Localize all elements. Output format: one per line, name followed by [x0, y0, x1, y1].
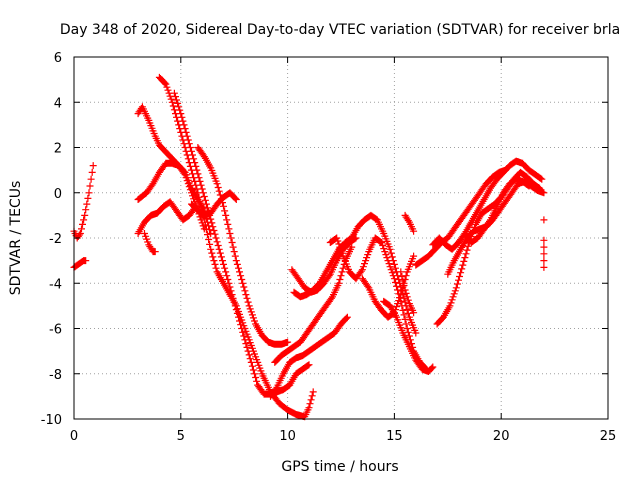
plus-markers — [188, 189, 240, 219]
y-tick-label: -10 — [41, 413, 62, 428]
data-series — [326, 234, 430, 373]
data-series — [194, 144, 292, 348]
plus-markers — [326, 234, 430, 373]
data-series — [170, 89, 313, 398]
plus-markers — [358, 252, 418, 321]
data-series — [429, 157, 546, 253]
x-tick-label: 0 — [70, 429, 78, 444]
plus-markers — [429, 157, 546, 253]
plus-markers — [194, 144, 292, 348]
axis-ticks: 0 5 10 15 20 25 -10 -8 -6 -4 -2 0 2 4 6 — [41, 51, 617, 444]
data-series — [397, 268, 418, 317]
data-series — [358, 252, 418, 321]
data-points — [70, 73, 548, 421]
data-series — [412, 166, 509, 269]
y-axis-label: SDTVAR / TECUs — [8, 181, 24, 296]
plus-markers — [461, 175, 533, 246]
data-series — [188, 189, 240, 219]
data-series — [444, 177, 548, 278]
x-axis-label: GPS time / hours — [281, 459, 398, 475]
data-series — [141, 230, 159, 256]
y-tick-label: 2 — [54, 142, 62, 157]
plus-markers — [380, 297, 437, 375]
plus-markers — [444, 177, 548, 278]
plus-markers — [141, 230, 159, 256]
data-series — [401, 211, 418, 235]
y-tick-label: -6 — [49, 323, 62, 338]
data-series — [70, 257, 90, 271]
y-tick-label: 0 — [54, 187, 62, 202]
data-series — [267, 313, 351, 400]
x-tick-label: 25 — [600, 429, 617, 444]
plus-markers — [412, 166, 509, 269]
y-tick-label: -2 — [49, 232, 62, 247]
y-tick-label: 6 — [54, 51, 62, 66]
x-tick-label: 10 — [279, 429, 296, 444]
plus-markers — [267, 313, 351, 400]
x-tick-label: 5 — [177, 429, 185, 444]
data-series — [540, 216, 548, 271]
plus-markers — [397, 268, 418, 317]
y-tick-label: 4 — [54, 96, 62, 111]
x-tick-label: 15 — [386, 429, 403, 444]
data-series — [461, 175, 533, 246]
x-tick-label: 20 — [493, 429, 510, 444]
plus-markers — [540, 216, 548, 271]
data-series — [380, 297, 437, 375]
plus-markers — [271, 243, 356, 366]
y-tick-label: -4 — [49, 277, 62, 292]
data-series — [271, 243, 356, 366]
chart-title: Day 348 of 2020, Sidereal Day-to-day VTE… — [60, 22, 620, 38]
plus-markers — [170, 89, 313, 398]
grid-lines — [74, 57, 608, 419]
plus-markers — [70, 257, 90, 271]
y-tick-label: -8 — [49, 368, 62, 383]
plus-markers — [401, 211, 418, 235]
